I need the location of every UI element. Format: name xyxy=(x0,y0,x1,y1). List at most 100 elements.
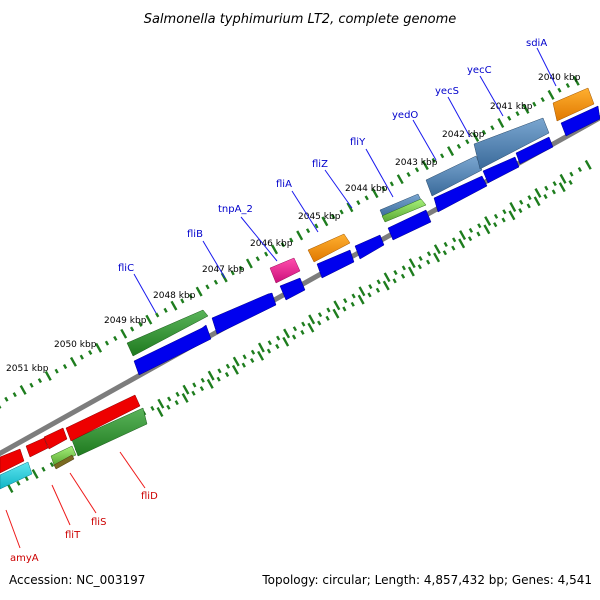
tick-mark xyxy=(401,265,406,271)
leader-line xyxy=(119,451,146,489)
kbp-label: 2047 kbp xyxy=(202,265,245,275)
tick-mark xyxy=(167,396,172,402)
gene-yedO-yecS-feature[interactable] xyxy=(425,155,483,197)
tick-mark xyxy=(407,266,415,277)
tick-mark xyxy=(389,181,394,187)
gene-label-yedO[interactable]: yedO xyxy=(392,110,418,121)
tick-mark xyxy=(426,259,431,265)
tick-mark xyxy=(382,280,390,291)
tick-mark xyxy=(483,224,491,235)
leader-line xyxy=(51,484,71,526)
gene-tnpA_2-feature[interactable] xyxy=(269,257,301,284)
tick-mark xyxy=(145,314,153,325)
tick-mark xyxy=(490,125,495,131)
tick-mark xyxy=(37,378,43,384)
leader-line xyxy=(365,148,394,198)
gene-yecC-feature[interactable] xyxy=(473,117,550,170)
tick-mark xyxy=(393,270,398,276)
gene-label-tnpA_2[interactable]: tnpA_2 xyxy=(218,204,253,215)
tick-mark xyxy=(569,171,574,177)
tick-mark xyxy=(447,146,455,157)
gene-label-fliD[interactable]: fliD xyxy=(141,491,158,502)
tick-mark xyxy=(526,203,531,209)
gene-label-yecS[interactable]: yecS xyxy=(435,86,459,97)
gene-label-yecC[interactable]: yecC xyxy=(467,65,492,76)
tick-mark xyxy=(12,392,17,398)
tick-mark xyxy=(527,195,532,201)
gene-amyA-feature[interactable] xyxy=(0,461,33,490)
tick-mark xyxy=(257,342,265,353)
cds-arrow-reverse[interactable] xyxy=(0,448,25,474)
tick-mark xyxy=(400,273,406,279)
cds-arrow-reverse[interactable] xyxy=(25,437,49,458)
gene-fliT-feature[interactable] xyxy=(53,454,75,470)
leader-line xyxy=(133,273,157,314)
tick-mark xyxy=(282,336,290,347)
tick-mark xyxy=(433,252,441,263)
tick-mark xyxy=(326,307,331,313)
tick-mark xyxy=(376,279,381,285)
tick-mark xyxy=(502,209,507,215)
tick-mark xyxy=(307,322,315,333)
cds-arrow[interactable] xyxy=(482,156,520,184)
cds-arrow-reverse[interactable] xyxy=(65,394,141,442)
tick-mark xyxy=(41,466,46,472)
tick-mark xyxy=(305,228,311,234)
tick-mark xyxy=(199,386,205,392)
leader-line xyxy=(69,472,97,514)
tick-mark xyxy=(317,312,323,318)
tick-mark xyxy=(213,279,219,285)
cds-arrow[interactable] xyxy=(387,209,432,241)
tick-mark xyxy=(396,174,404,185)
cds-arrow[interactable] xyxy=(316,249,355,279)
gene-fliC-feature[interactable] xyxy=(126,309,209,357)
gene-fliD-feature[interactable] xyxy=(71,407,148,457)
tick-mark xyxy=(283,328,291,339)
gene-label-fliA[interactable]: fliA xyxy=(276,179,292,190)
gene-label-sdiA[interactable]: sdiA xyxy=(526,38,547,49)
gene-label-fliT[interactable]: fliT xyxy=(65,530,81,541)
tick-mark xyxy=(245,258,253,269)
tick-mark xyxy=(264,251,269,257)
cds-arrow[interactable] xyxy=(354,234,385,260)
gene-sdiA-feature[interactable] xyxy=(552,87,595,122)
tick-mark xyxy=(19,385,27,395)
tick-mark xyxy=(4,396,9,402)
cds-arrow[interactable] xyxy=(211,292,277,335)
gene-label-fliB[interactable]: fliB xyxy=(187,229,203,240)
tick-mark xyxy=(257,350,265,361)
gene-fliY-feature[interactable] xyxy=(381,198,427,223)
tick-mark xyxy=(175,391,180,397)
tick-mark xyxy=(357,294,365,305)
cds-arrow[interactable] xyxy=(515,136,554,165)
tick-mark xyxy=(501,217,506,223)
gene-fliS-feature[interactable] xyxy=(50,445,77,466)
gene-label-fliS[interactable]: fliS xyxy=(91,517,106,528)
cds-arrow[interactable] xyxy=(560,105,600,137)
cds-arrow[interactable] xyxy=(433,175,488,213)
tick-mark xyxy=(44,370,52,381)
tick-mark xyxy=(166,404,171,410)
gene-label-fliC[interactable]: fliC xyxy=(118,263,134,274)
tick-mark xyxy=(509,202,517,212)
tick-mark xyxy=(301,321,306,327)
tick-mark xyxy=(255,256,260,262)
cds-arrow[interactable] xyxy=(279,277,306,301)
forward-cds-arrows xyxy=(133,105,600,376)
tick-mark xyxy=(544,185,549,191)
tick-mark xyxy=(392,278,397,284)
leader-line xyxy=(536,47,557,87)
tick-mark xyxy=(170,300,178,311)
gene-label-fliZ[interactable]: fliZ xyxy=(312,159,328,170)
tick-mark xyxy=(364,195,369,201)
gene-fliA-feature[interactable] xyxy=(307,233,351,263)
cds-arrow-reverse[interactable] xyxy=(43,427,68,450)
gene-label-amyA[interactable]: amyA xyxy=(10,553,39,564)
leader-line xyxy=(479,75,504,117)
leader-line xyxy=(240,216,278,262)
tick-mark xyxy=(456,143,462,149)
cds-arrow[interactable] xyxy=(133,324,212,376)
tick-mark xyxy=(267,340,272,346)
tick-mark xyxy=(180,298,185,304)
gene-label-fliY[interactable]: fliY xyxy=(350,137,366,148)
